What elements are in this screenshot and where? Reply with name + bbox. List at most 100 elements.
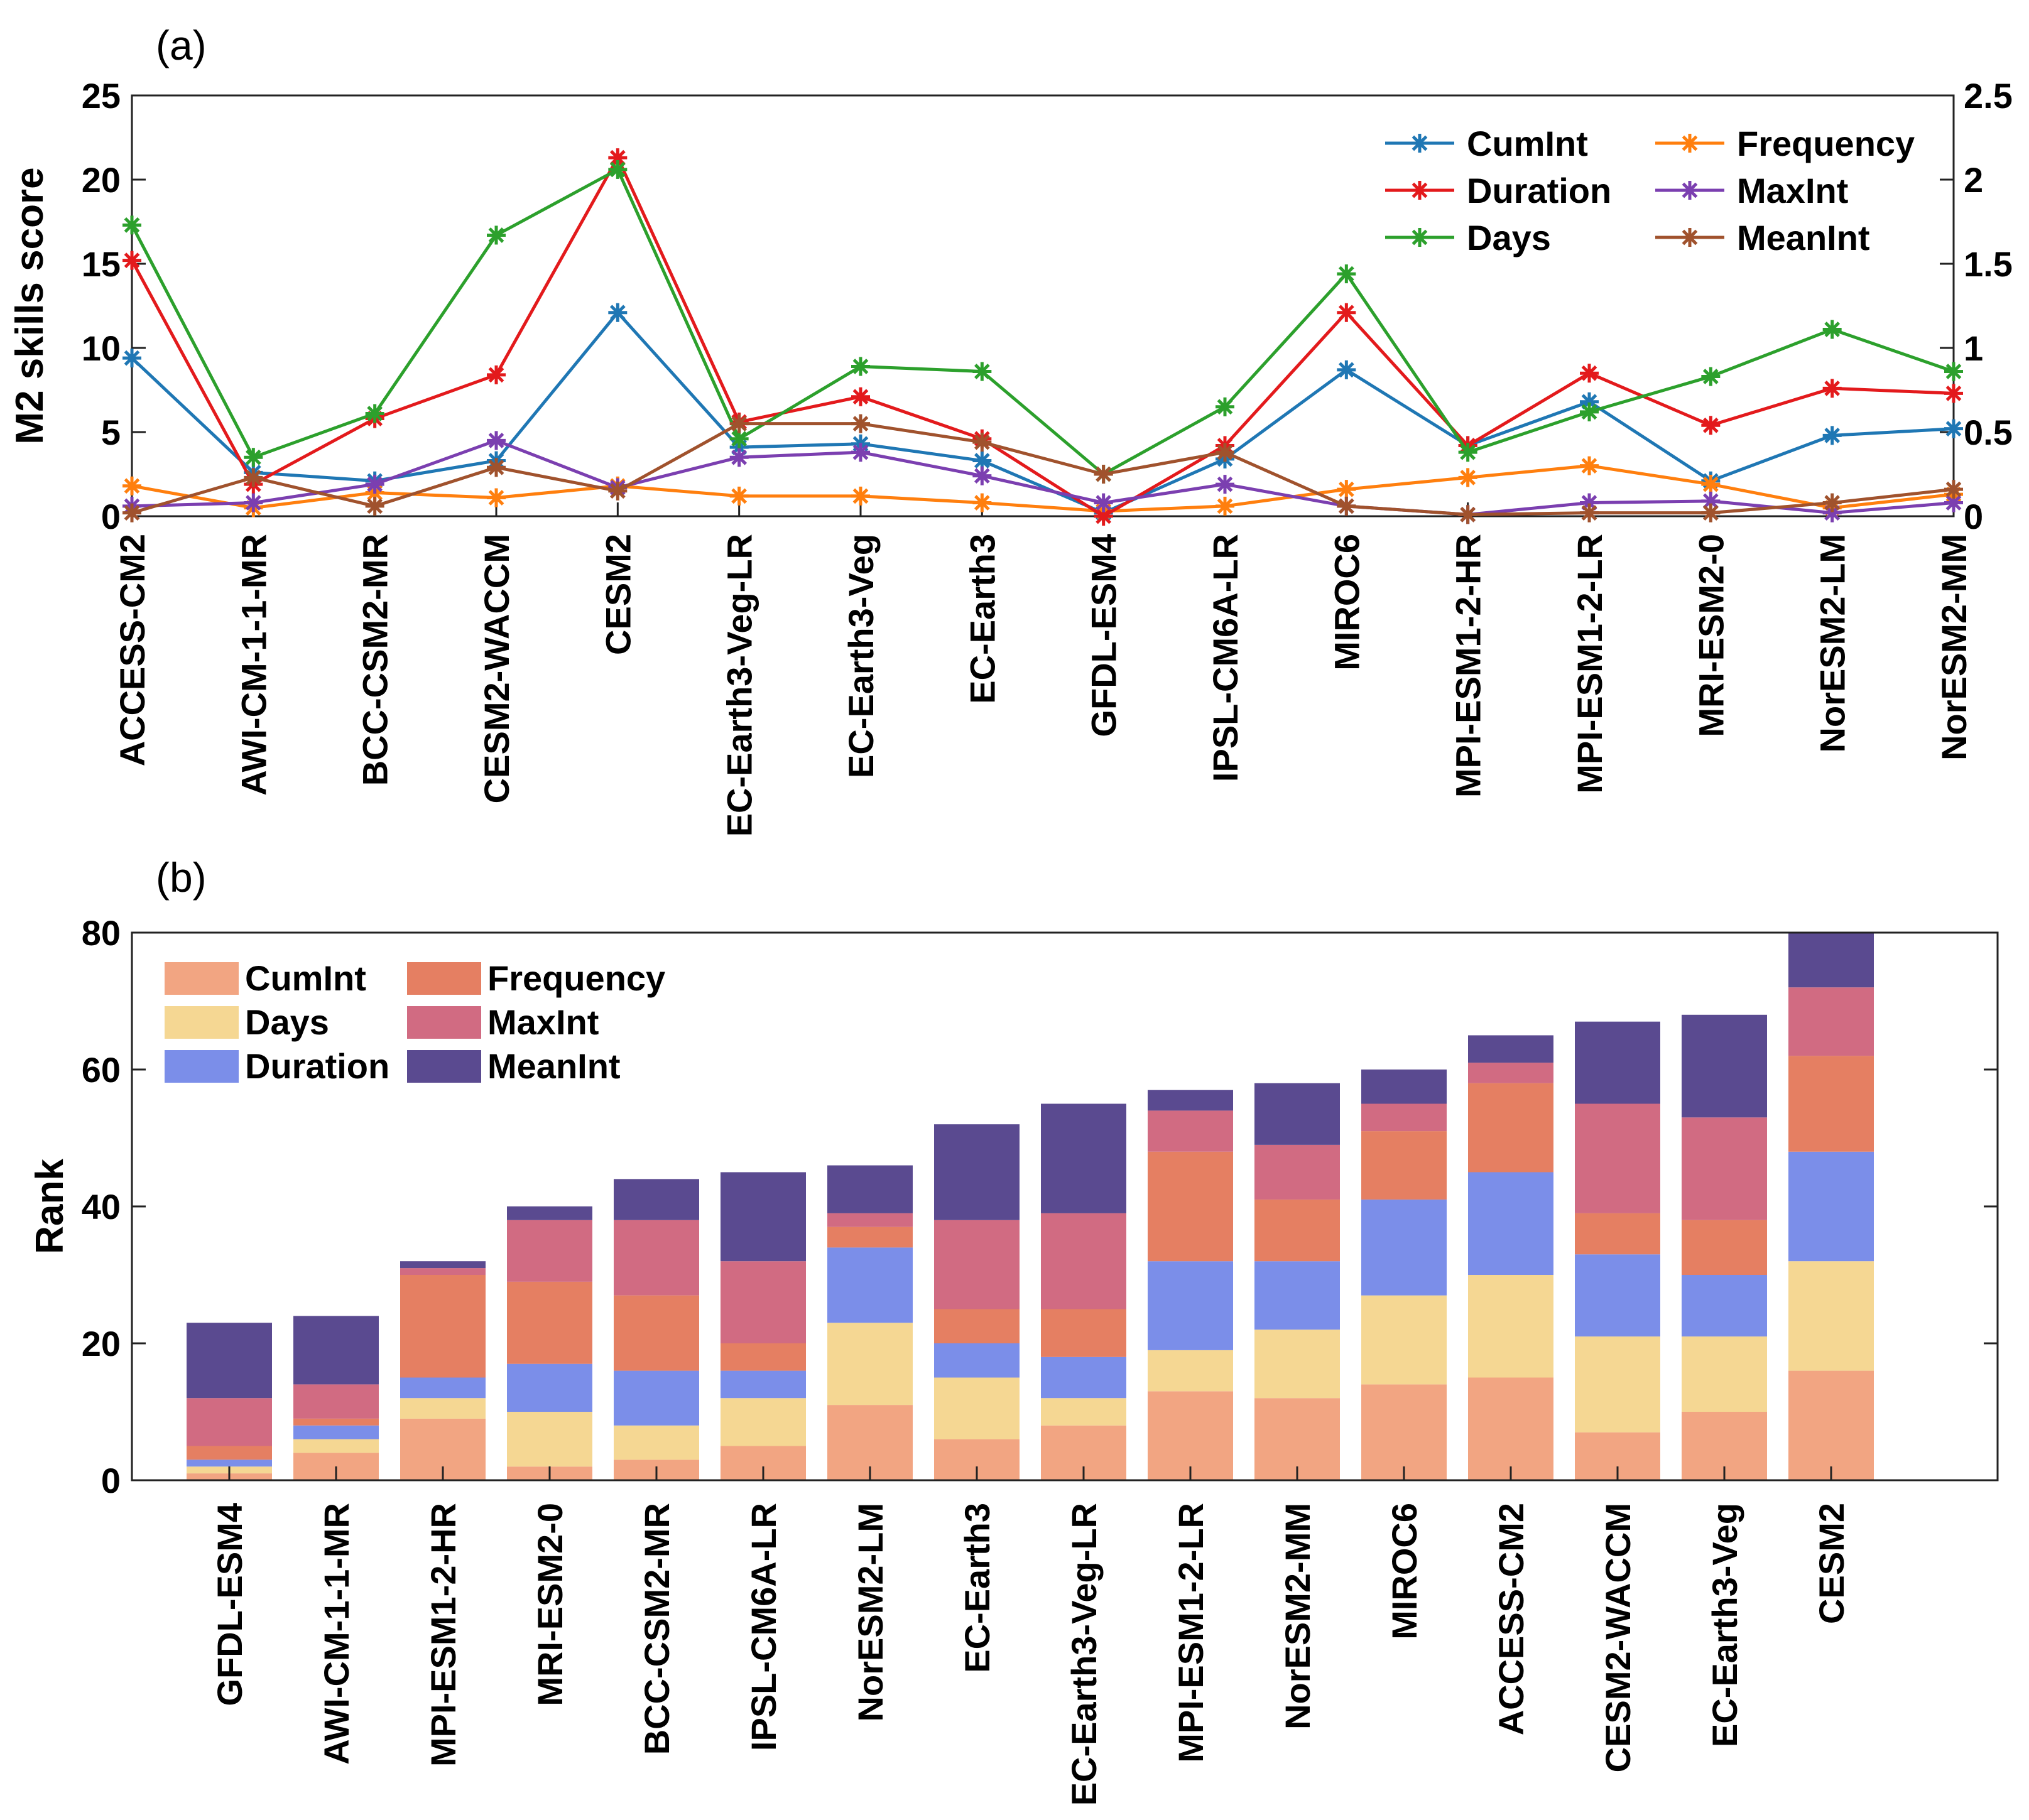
data-point-meanint — [608, 481, 628, 501]
bar-segment-maxint — [1682, 1117, 1767, 1220]
bar-segment-cumint — [1361, 1384, 1447, 1480]
x-tick-label: ACCESS-CM2 — [1491, 1503, 1531, 1735]
panel-a-line-chart: (a) 0 5 10 15 20 25 0 0.5 1 1.5 2 2.5 M2 skills score… — [8, 22, 2013, 837]
bar-segment-maxint — [1468, 1063, 1553, 1083]
bar-segment-days — [1682, 1336, 1767, 1412]
bar-segment-days — [1254, 1330, 1340, 1399]
data-point-frequency — [1701, 475, 1721, 494]
bar-segment-frequency — [1148, 1151, 1233, 1262]
data-point-meanint — [1701, 503, 1721, 523]
y-left-tick-label: 5 — [101, 413, 121, 452]
series-line-days — [130, 168, 1954, 476]
data-point-meanint — [972, 433, 992, 452]
data-point-maxint — [972, 466, 992, 485]
x-tick-label: ACCESS-CM2 — [112, 534, 152, 766]
bar-segment-duration — [1468, 1172, 1553, 1275]
bar-segment-meanint — [507, 1206, 592, 1220]
data-point-days — [1944, 362, 1963, 381]
x-tick-label: MRI-ESM2-0 — [530, 1503, 570, 1706]
bar-segment-maxint — [1041, 1213, 1126, 1309]
x-tick-label: EC-Earth3-Veg-LR — [1064, 1503, 1104, 1806]
data-point-days — [244, 448, 263, 467]
panel-a-legend: CumInt Frequency Duration MaxInt Days MeanInt — [1385, 124, 1915, 257]
bar-segment-meanint — [827, 1165, 913, 1213]
bar-segment-days — [1148, 1350, 1233, 1392]
data-point-days — [1216, 397, 1234, 416]
legend-label-duration: Duration — [1467, 171, 1611, 210]
y-right-tick-label: 1 — [1964, 328, 1983, 368]
bar-segment-duration — [293, 1425, 379, 1439]
bar-segment-cumint — [1788, 1370, 1874, 1480]
x-tick-label: MIROC6 — [1327, 534, 1366, 671]
legend-marker-duration — [1410, 181, 1429, 200]
bar-segment-duration — [934, 1343, 1020, 1378]
y-right-tick-label: 2 — [1964, 160, 1983, 200]
y-right-tick-label: 1.5 — [1964, 244, 2013, 284]
data-point-duration — [1580, 364, 1599, 383]
bar-segment-meanint — [1148, 1090, 1233, 1111]
y-left-tick-label: 10 — [82, 328, 121, 368]
x-tick-label: CESM2 — [1812, 1503, 1851, 1624]
legend-marker-meanint — [1680, 228, 1699, 247]
legend-label-maxint: MaxInt — [487, 1002, 599, 1042]
data-point-days — [1337, 264, 1356, 284]
data-point-cumint — [1822, 426, 1842, 445]
data-point-cumint — [122, 349, 141, 368]
series-line-maxint — [131, 438, 1954, 516]
series-line-duration — [130, 156, 1954, 518]
x-tick-label: BCC-CSM2-MR — [356, 534, 395, 786]
data-point-days — [851, 357, 870, 376]
bar-segment-maxint — [400, 1268, 486, 1275]
legend-label-meanint: MeanInt — [1737, 218, 1870, 257]
bar-segment-meanint — [1575, 1021, 1660, 1104]
data-point-cumint — [1337, 360, 1356, 379]
bar-segment-meanint — [1361, 1070, 1447, 1104]
x-tick-label: MRI-ESM2-0 — [1691, 534, 1731, 737]
bar-segment-meanint — [934, 1124, 1020, 1220]
bar-segment-days — [827, 1323, 913, 1406]
data-point-maxint — [1094, 493, 1113, 512]
y-left-tick-label: 15 — [82, 244, 121, 284]
data-point-days — [1822, 320, 1842, 339]
bar-segment-frequency — [827, 1227, 913, 1248]
data-point-days — [487, 225, 506, 245]
series-line-frequency — [131, 464, 1954, 513]
bar-segment-meanint — [721, 1172, 806, 1262]
bar-segment-maxint — [507, 1220, 592, 1282]
x-tick-label: MPI-ESM1-2-HR — [423, 1503, 463, 1767]
y-tick-label: 40 — [82, 1187, 121, 1227]
legend-label-cumint: CumInt — [1467, 124, 1588, 163]
bar-segment-frequency — [1361, 1131, 1447, 1200]
legend-swatch-maxint — [407, 1006, 481, 1039]
data-point-meanint — [487, 458, 506, 477]
x-tick-label: MIROC6 — [1384, 1503, 1424, 1640]
bar-segment-meanint — [1682, 1014, 1767, 1118]
x-tick-label: AWI-CM-1-1-MR — [317, 1503, 356, 1765]
data-point-days — [972, 362, 992, 381]
bar-segment-meanint — [1041, 1103, 1126, 1213]
y-right-tick-label: 0 — [1964, 497, 1983, 536]
bar-segment-duration — [721, 1370, 806, 1399]
data-point-frequency — [1337, 480, 1356, 499]
bar-segment-duration — [1575, 1254, 1660, 1337]
data-point-maxint — [1216, 475, 1234, 494]
x-tick-label: EC-Earth3 — [962, 534, 1002, 704]
bar-segment-frequency — [1682, 1220, 1767, 1275]
data-point-meanint — [729, 414, 749, 433]
x-tick-label: MPI-ESM1-2-HR — [1449, 534, 1488, 798]
data-point-meanint — [1216, 443, 1234, 462]
x-tick-label: NorESM2-LM — [851, 1503, 890, 1721]
data-point-duration — [1822, 379, 1842, 398]
y-tick-label: 80 — [82, 913, 121, 953]
x-tick-label: IPSL-CM6A-LR — [1205, 534, 1245, 782]
bar-segment-maxint — [293, 1384, 379, 1419]
x-tick-label: CESM2 — [598, 534, 638, 655]
bar-segment-duration — [1788, 1151, 1874, 1262]
data-point-meanint — [244, 468, 263, 487]
y-axis-label: Rank — [28, 1159, 72, 1254]
data-point-maxint — [851, 443, 870, 462]
bar-segment-frequency — [934, 1309, 1020, 1343]
data-point-cumint — [608, 303, 628, 322]
data-point-meanint — [122, 503, 141, 523]
